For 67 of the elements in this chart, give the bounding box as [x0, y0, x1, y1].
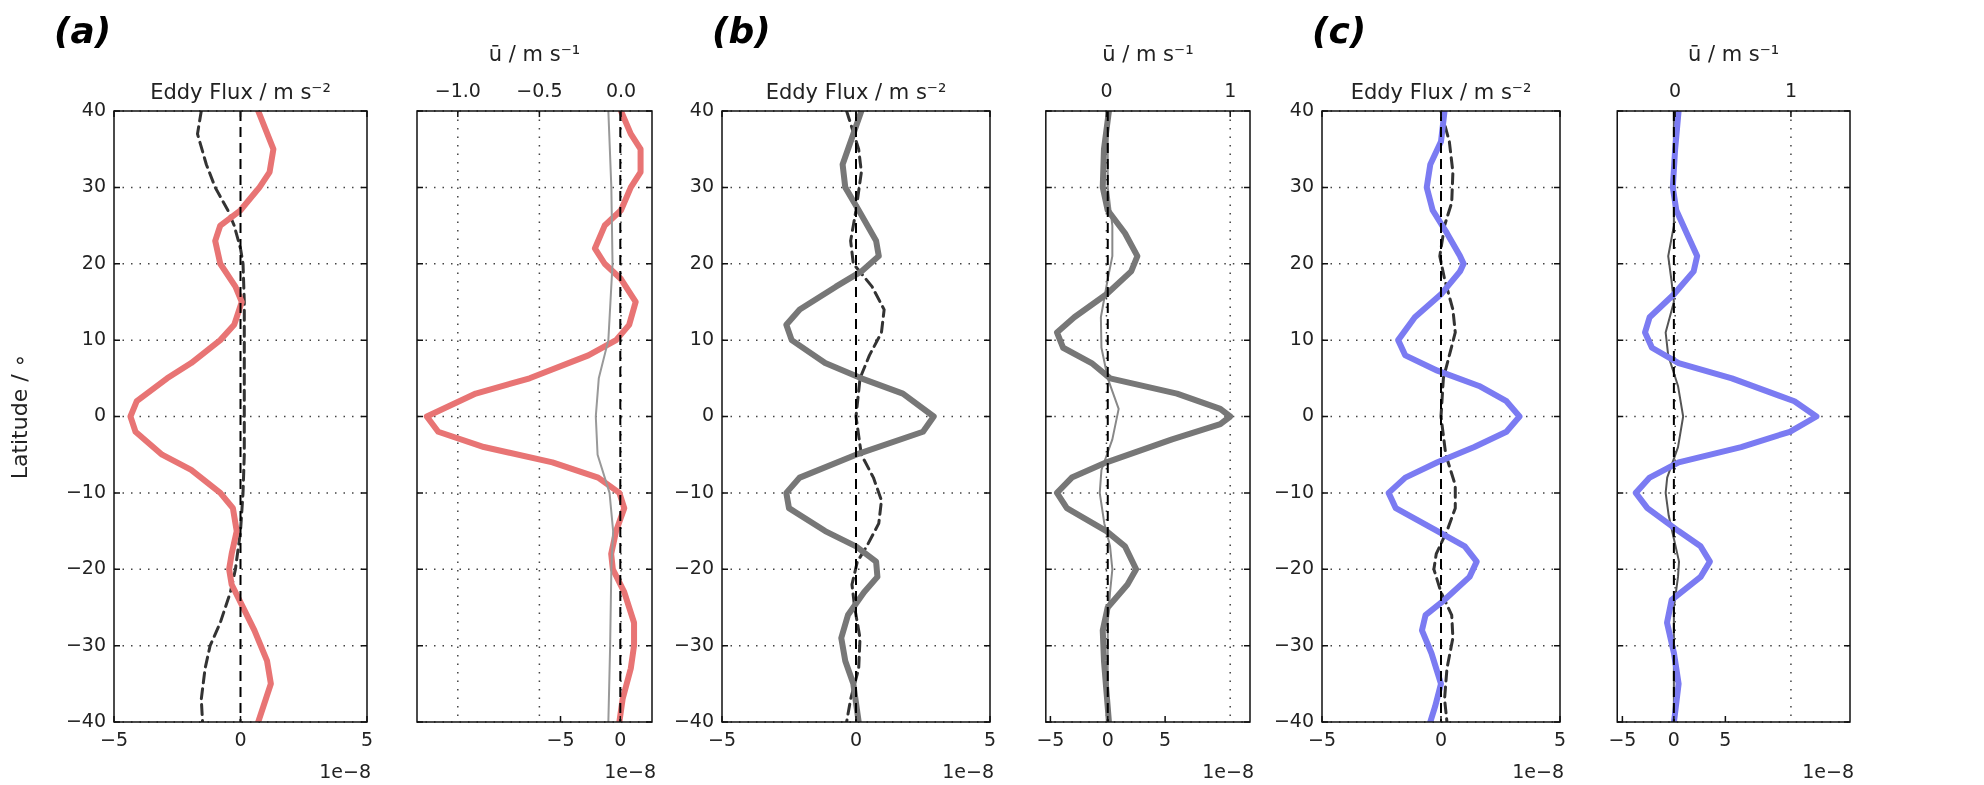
x-tick-label: −5: [1608, 728, 1637, 751]
y-tick-label: −30: [1273, 632, 1314, 655]
chart-title: Eddy Flux / m s⁻²: [765, 80, 947, 104]
chart-title: Eddy Flux / m s⁻²: [1350, 80, 1532, 104]
y-tick-label: 40: [81, 97, 106, 120]
x-tick-label: 5: [983, 728, 997, 751]
x-tick-label: −5: [1036, 728, 1065, 751]
x-axis-title: 1e−8: [319, 760, 371, 783]
x-tick-label: −5: [99, 728, 129, 751]
y-tick-label: 10: [689, 327, 714, 350]
x-tick-label: 0: [849, 728, 863, 751]
x2-tick-label: −0.5: [516, 78, 563, 101]
text: (b): [712, 10, 771, 52]
y-tick-label: 30: [1289, 174, 1314, 197]
x2-tick-label: −1.0: [434, 78, 481, 101]
y-tick-label: 0: [701, 403, 714, 426]
x2-axis-title: ū / m s⁻¹: [1687, 42, 1780, 66]
y-tick-label: 10: [81, 327, 106, 350]
x-axis-title: 1e−8: [942, 760, 994, 783]
y-tick-label: −10: [1273, 479, 1314, 502]
x-tick-label: 0: [234, 728, 247, 751]
x2-axis-title: ū / m s⁻¹: [1102, 42, 1194, 66]
x-axis-title: 1e−8: [604, 760, 656, 783]
y-tick-label: 30: [81, 174, 106, 197]
x-tick-label: 5: [360, 728, 374, 751]
y-tick-label: −20: [1273, 556, 1314, 579]
x2-tick-label: 0: [1669, 78, 1682, 101]
text: (a): [54, 10, 112, 52]
y-tick-label: −10: [673, 479, 714, 502]
y-tick-label: 10: [1289, 327, 1314, 350]
x2-tick-label: 1: [1784, 78, 1797, 101]
y-axis-title: Latitude / ∘: [6, 353, 32, 480]
x2-tick-label: 0: [1100, 78, 1113, 101]
y-tick-label: −20: [673, 556, 714, 579]
x-tick-label: 0: [614, 728, 627, 751]
x-tick-label: −5: [707, 728, 737, 751]
x-tick-label: 5: [1719, 728, 1732, 751]
x2-tick-label: 0.0: [605, 78, 637, 101]
x-tick-label: 5: [1159, 728, 1172, 751]
x-tick-label: 0: [1434, 728, 1448, 751]
y-tick-label: 0: [93, 403, 106, 426]
y-tick-label: 20: [689, 250, 714, 273]
y-tick-label: 40: [689, 97, 714, 120]
x-tick-label: 0: [1101, 728, 1114, 751]
chart-title: Eddy Flux / m s⁻²: [150, 80, 331, 104]
y-tick-label: 20: [1289, 250, 1314, 273]
y-tick-label: 30: [689, 174, 714, 197]
x-tick-label: −5: [546, 728, 575, 751]
y-tick-label: −20: [65, 556, 106, 579]
x-tick-label: 5: [1553, 728, 1567, 751]
x2-axis-title: ū / m s⁻¹: [488, 42, 581, 66]
y-tick-label: 20: [81, 250, 106, 273]
y-tick-label: −40: [673, 708, 714, 731]
y-tick-label: −30: [65, 632, 106, 655]
y-tick-label: 0: [1301, 403, 1314, 426]
x-axis-title: 1e−8: [1802, 760, 1854, 783]
y-tick-label: 40: [1289, 97, 1314, 120]
y-tick-label: −40: [1273, 708, 1314, 731]
x-axis-title: 1e−8: [1202, 760, 1254, 783]
x-tick-label: −5: [1307, 728, 1337, 751]
y-tick-label: −10: [65, 479, 106, 502]
x2-tick-label: 1: [1224, 78, 1237, 101]
x-axis-title: 1e−8: [1512, 760, 1564, 783]
x-tick-label: 0: [1667, 728, 1680, 751]
text: (c): [1312, 10, 1367, 52]
y-tick-label: −40: [65, 708, 106, 731]
y-tick-label: −30: [673, 632, 714, 655]
